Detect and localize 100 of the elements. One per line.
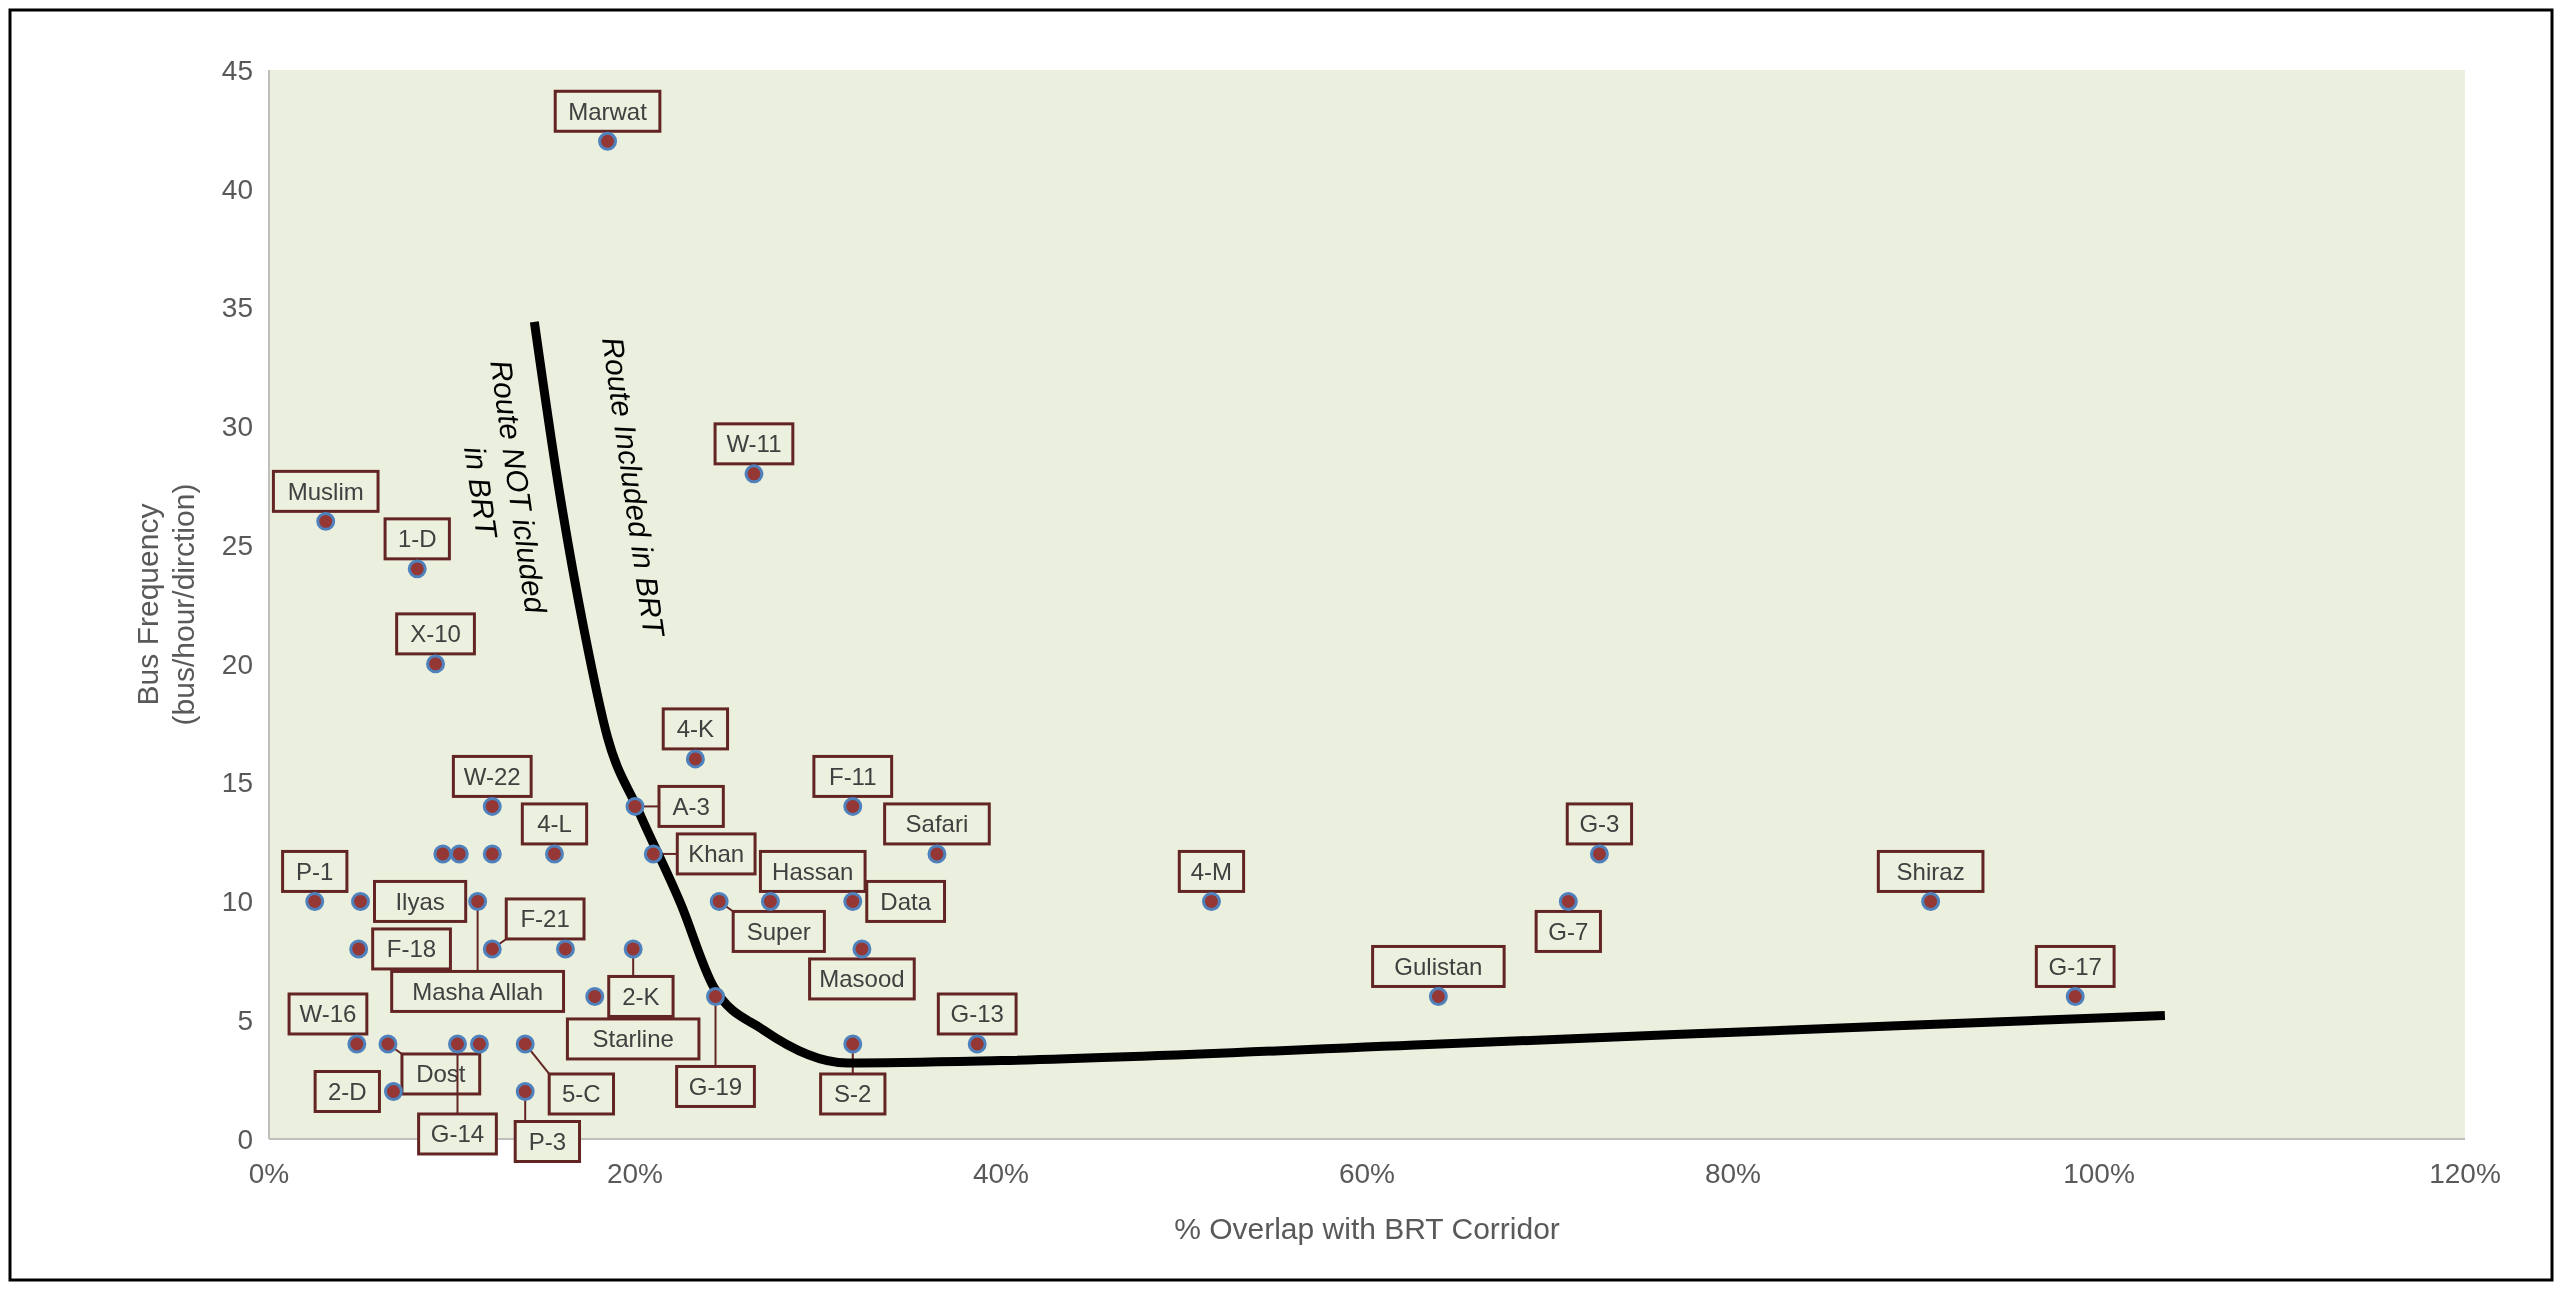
point: [706, 987, 725, 1006]
point: [744, 464, 764, 484]
point: [843, 1034, 863, 1054]
annotation: Gulistan: [1394, 952, 1483, 980]
annotation: F-11: [828, 762, 877, 790]
y-tick-label: 0: [237, 1123, 253, 1155]
point: [482, 844, 502, 864]
point: [643, 844, 663, 864]
annotation: G-13: [950, 1000, 1004, 1028]
point: [1201, 891, 1221, 911]
annotation: Muslim: [287, 477, 364, 505]
point: [1428, 987, 1448, 1006]
annotation: 1-D: [397, 525, 437, 553]
point: [469, 1034, 489, 1054]
point: [449, 844, 469, 864]
point: [482, 939, 502, 959]
y-tick-label: 40: [221, 173, 253, 205]
annotation: 4-L: [537, 810, 572, 838]
y-tick-label: 15: [221, 767, 253, 799]
y-tick-label: 35: [221, 292, 253, 324]
point: [623, 939, 643, 959]
point: [545, 844, 564, 864]
point: [585, 987, 605, 1006]
x-tick-label: 60%: [1338, 1158, 1396, 1189]
point: [1921, 891, 1941, 911]
point: [625, 796, 645, 816]
y-tick-label: 10: [221, 886, 253, 918]
x-tick-label: 40%: [972, 1158, 1030, 1189]
annotation: W-16: [299, 1000, 357, 1028]
x-tick-label: 120%: [2429, 1158, 2501, 1189]
x-tick-label: 100%: [2063, 1158, 2135, 1189]
point: [433, 844, 453, 864]
y-tick-label: 5: [237, 1005, 253, 1037]
point: [305, 891, 325, 911]
point: [482, 796, 502, 816]
point: [349, 939, 369, 959]
point: [555, 939, 575, 959]
point: [347, 1034, 367, 1054]
annotation: P-3: [528, 1127, 567, 1155]
annotation: 4-M: [1190, 857, 1233, 885]
y-tick-label: 25: [221, 529, 253, 561]
x-tick-label: 0%: [248, 1158, 290, 1189]
point: [1589, 844, 1609, 864]
point: [709, 891, 729, 911]
x-axis-title: % Overlap with BRT Corridor: [1174, 1212, 1560, 1245]
point: [316, 511, 336, 531]
annotation: F-18: [386, 935, 437, 963]
point: [927, 844, 947, 864]
annotation: W-22: [463, 762, 521, 790]
annotation: S-2: [834, 1080, 872, 1108]
point: [407, 559, 427, 579]
point: [852, 939, 872, 959]
point: [515, 1082, 535, 1101]
annotation: Khan: [688, 840, 745, 868]
annotation: Super: [746, 917, 811, 945]
annotation: 4-K: [676, 715, 715, 743]
annotation: Ilyas: [395, 887, 445, 915]
point: [760, 891, 780, 911]
annotation: G-17: [2048, 952, 2102, 980]
point: [598, 131, 618, 151]
annotation: A-3: [672, 792, 710, 820]
point: [515, 1034, 535, 1054]
point: [448, 1034, 467, 1054]
point: [468, 891, 488, 911]
point: [378, 1034, 398, 1054]
annotation: G-3: [1579, 810, 1620, 838]
annotation: Marwat: [568, 97, 648, 125]
point: [351, 891, 370, 911]
x-tick-label: 20%: [606, 1158, 664, 1189]
annotation: X-10: [410, 620, 461, 648]
annotation: Masood: [819, 965, 905, 993]
y-tick-label: 20: [221, 648, 253, 680]
annotation: F-21: [520, 905, 570, 933]
annotation: G-19: [688, 1072, 743, 1100]
y-tick-label: 30: [221, 411, 253, 443]
annotation: G-14: [430, 1120, 485, 1148]
annotation: 5-C: [562, 1080, 601, 1108]
point: [426, 654, 446, 674]
annotation: Safari: [905, 810, 969, 838]
point: [2065, 987, 2085, 1006]
point: [967, 1034, 987, 1054]
annotation: W-11: [726, 430, 782, 458]
annotation: 2-K: [622, 982, 660, 1010]
annotation: Shiraz: [1896, 857, 1965, 885]
point: [843, 891, 863, 911]
point: [843, 796, 863, 816]
annotation: Starline: [592, 1025, 674, 1053]
point: [1558, 891, 1578, 911]
annotation: Data: [880, 887, 932, 915]
point: [383, 1082, 403, 1101]
annotation: G-7: [1548, 917, 1589, 945]
y-tick-label: 45: [221, 54, 253, 86]
annotation: Hassan: [772, 857, 854, 885]
annotation: 2-D: [327, 1077, 367, 1105]
y-axis-title: Bus Frequency (bus/hour/dirction): [131, 483, 200, 726]
annotation: Route Included in BRT: [596, 335, 672, 641]
x-tick-label: 80%: [1704, 1158, 1762, 1189]
annotation: Masha Allah: [412, 977, 543, 1005]
annotation: Route NOT icluded in BRT: [458, 357, 553, 617]
annotation: P-1: [296, 857, 334, 885]
